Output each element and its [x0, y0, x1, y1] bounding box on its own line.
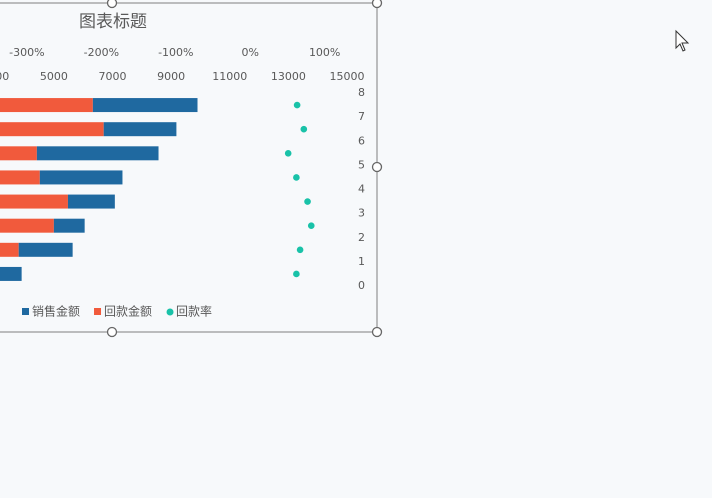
- scatter-point: [304, 198, 311, 205]
- resize-handle[interactable]: [371, 0, 383, 9]
- scatter-point: [284, 150, 292, 157]
- scatter-point: [293, 101, 301, 109]
- resize-handle[interactable]: [106, 326, 118, 338]
- bar: [0, 146, 37, 161]
- bar: [0, 98, 93, 113]
- y2-tick-label: 6: [358, 134, 365, 147]
- x-tick-label: 5000: [40, 70, 68, 83]
- x-tick-label: 15000: [330, 70, 365, 83]
- scatter-point: [307, 222, 315, 229]
- legend-swatch: [166, 308, 174, 316]
- bar: [92, 98, 198, 113]
- resize-handle[interactable]: [371, 161, 383, 173]
- y2-tick-label: 3: [358, 207, 365, 220]
- x-tick-label: 13000: [271, 70, 306, 83]
- bar: [0, 266, 22, 281]
- scatter-point: [293, 174, 300, 181]
- scatter-point: [300, 125, 308, 133]
- scatter-point: [293, 270, 300, 278]
- mouse-cursor: [675, 29, 690, 52]
- bar: [103, 122, 177, 137]
- x2-tick-label: 100%: [309, 46, 340, 59]
- bar: [0, 242, 19, 257]
- y2-tick-label: 4: [358, 183, 365, 196]
- bar: [39, 170, 123, 185]
- y2-tick-label: 0: [358, 279, 365, 292]
- chart-title: 图表标题: [79, 12, 147, 32]
- resize-handle[interactable]: [106, 0, 118, 9]
- legend-swatch: [94, 308, 102, 315]
- bar: [18, 242, 73, 257]
- x2-tick-label: -100%: [158, 46, 193, 59]
- bar: [36, 146, 159, 161]
- x2-tick-label: -300%: [9, 46, 44, 59]
- legend-swatch: [22, 308, 29, 315]
- y2-tick-label: 7: [358, 110, 365, 123]
- chart-area[interactable]: [0, 2, 378, 333]
- bar: [0, 194, 68, 209]
- y2-tick-label: 5: [358, 158, 365, 171]
- x-tick-label: 3000: [0, 70, 9, 83]
- y2-tick-label: 1: [358, 255, 365, 268]
- bar: [0, 170, 40, 185]
- x-tick-label: 7000: [99, 70, 127, 83]
- x2-tick-label: -200%: [84, 46, 119, 59]
- x-tick-label: 9000: [157, 70, 185, 83]
- x-tick-label: 11000: [212, 70, 247, 83]
- y2-tick-label: 2: [358, 231, 365, 244]
- y2-tick-label: 8: [358, 86, 365, 99]
- scatter-point: [296, 246, 304, 254]
- resize-handle[interactable]: [371, 326, 383, 338]
- x2-tick-label: 0%: [241, 46, 258, 59]
- bar: [0, 122, 104, 137]
- bar: [53, 218, 85, 233]
- legend-label: 销售金额: [32, 304, 80, 319]
- legend-label: 回款率: [176, 304, 212, 319]
- legend-label: 回款金额: [104, 304, 152, 319]
- bar: [0, 218, 54, 233]
- bar: [67, 194, 115, 209]
